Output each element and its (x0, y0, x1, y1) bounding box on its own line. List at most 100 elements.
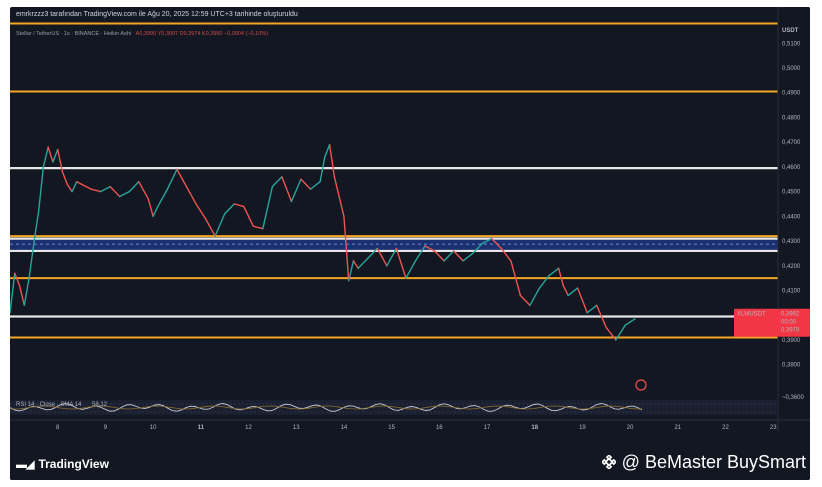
x-tick-label: 14 (341, 425, 348, 431)
indicator-pane[interactable] (10, 400, 778, 415)
price-segment-64 (481, 237, 493, 245)
price-segment-25 (157, 188, 169, 208)
price-segment-77 (596, 304, 607, 329)
price-segment-30 (204, 218, 216, 237)
price-segment-63 (472, 242, 483, 255)
price-segment-31 (214, 213, 226, 237)
x-tick-label: 10 (150, 425, 157, 431)
y-tick-label: 0,3900 (782, 338, 801, 344)
price-segment-57 (414, 245, 426, 262)
price-segment-4 (23, 277, 30, 307)
y-tick-label: 0,4200 (782, 264, 801, 270)
tradingview-logo-icon: ▬◢ (16, 459, 34, 471)
y-tick-label: 0,5100 (782, 41, 801, 47)
price-segment-61 (452, 250, 464, 262)
price-segment-79 (615, 324, 627, 341)
x-tick-label: 11 (198, 425, 205, 431)
y-tick-label: 0,3800 (782, 363, 801, 369)
price-segment-69 (529, 287, 541, 307)
price-segment-40 (300, 178, 312, 190)
price-segment-24 (152, 205, 159, 218)
x-tick-label: 13 (293, 425, 300, 431)
price-segment-3 (18, 284, 26, 307)
price-segment-32 (223, 203, 235, 215)
price-segment-13 (66, 183, 73, 193)
price-label[interactable] (778, 308, 810, 337)
x-tick-label: 22 (722, 425, 729, 431)
x-tick-label: 17 (484, 425, 491, 431)
tradingview-logo[interactable]: ▬◢ TradingView (16, 457, 109, 471)
price-segment-26 (166, 168, 178, 190)
binance-diamond-icon (601, 455, 616, 469)
price-segment-11 (57, 148, 64, 173)
price-segment-76 (586, 304, 598, 314)
price-segment-22 (138, 181, 150, 200)
price-segment-72 (557, 267, 565, 287)
price-segment-1 (10, 272, 16, 314)
indicator-name: RSI 14 · Close · SMA 14 (16, 402, 82, 408)
price-label-countdown: 00:00 (781, 320, 797, 326)
price-segment-45 (333, 176, 340, 198)
price-segment-48 (347, 260, 355, 282)
price-segment-8 (42, 146, 49, 168)
x-tick-label: 15 (388, 425, 395, 431)
price-segment-18 (99, 185, 111, 193)
price-segment-44 (328, 143, 336, 178)
price-segment-10 (52, 148, 59, 163)
price-segment-51 (362, 257, 369, 265)
price-segment-49 (352, 260, 359, 269)
x-tick-label: 21 (674, 425, 681, 431)
price-segment-28 (185, 185, 197, 205)
y-tick-label: 0,4700 (782, 140, 801, 146)
symbol-price-tag[interactable] (734, 308, 778, 337)
x-tick-label: 18 (531, 425, 538, 431)
price-segment-41 (309, 181, 321, 190)
price-segment-74 (567, 287, 579, 297)
price-segment-12 (61, 171, 68, 185)
y-tick-label: 0,4400 (782, 214, 801, 220)
price-segment-38 (281, 176, 293, 203)
snapshot-caption: emrkrzzz3 tarafından TradingView.com ile… (16, 11, 298, 18)
y-tick-label: 0,5000 (782, 66, 801, 72)
x-tick-label: 9 (104, 425, 108, 431)
price-segment-9 (47, 146, 54, 163)
symbol-title: Stellar / TetherUS · 1s · BINANCE · Heik… (16, 31, 132, 37)
price-segment-43 (324, 143, 331, 158)
price-segment-6 (33, 210, 40, 245)
indicator-line (10, 403, 643, 412)
bottom-bar: ▬◢ TradingView @ BeMaster BuySmart (10, 447, 810, 480)
chart-frame: USDT 0,5100 0,5000 0,4900 0,4800 0,4700 0,4600… (10, 7, 810, 480)
price-segment-20 (119, 190, 130, 198)
price-segment-70 (538, 274, 550, 289)
price-chart[interactable]: USDT 0,5100 0,5000 0,4900 0,4800 0,4700 0,4600… (10, 7, 810, 447)
x-tick-label: 19 (579, 425, 586, 431)
indicator-value: 58,12 (92, 402, 108, 408)
y-tick-label: 0,4800 (782, 115, 801, 121)
price-segment-14 (71, 181, 78, 193)
price-segment-73 (562, 284, 569, 297)
reset-scale-icon[interactable] (635, 379, 647, 391)
price-label-value: 0,3992 (781, 312, 800, 318)
price-segment-27 (176, 168, 188, 188)
price-segment-29 (195, 203, 207, 220)
price-segment-54 (386, 247, 398, 267)
price-segment-42 (319, 156, 326, 183)
price-segment-62 (462, 252, 474, 262)
price-segment-16 (80, 183, 92, 190)
price-label-symbol: XLMUSDT (737, 312, 766, 318)
ohlc-values: A0,3990 Y0,3997 D0,3974 K0,3990 −0,0004 … (135, 31, 268, 37)
watermark: @ BeMaster BuySmart (601, 452, 806, 473)
price-axis[interactable] (778, 7, 810, 432)
y-tick-label: 0,4600 (782, 165, 801, 171)
symbol-legend[interactable]: Stellar / TetherUS · 1s · BINANCE · Heik… (16, 31, 268, 37)
price-segment-52 (367, 247, 379, 260)
price-segment-21 (128, 181, 140, 193)
price-segment-50 (357, 262, 364, 269)
price-segment-23 (147, 198, 154, 218)
price-segment-34 (243, 205, 254, 227)
y-tick-label: 0,4500 (782, 190, 801, 196)
price-segment-71 (548, 267, 560, 277)
price-segment-56 (405, 260, 417, 279)
currency-label: USDT (782, 28, 799, 34)
price-segment-65 (491, 237, 503, 250)
